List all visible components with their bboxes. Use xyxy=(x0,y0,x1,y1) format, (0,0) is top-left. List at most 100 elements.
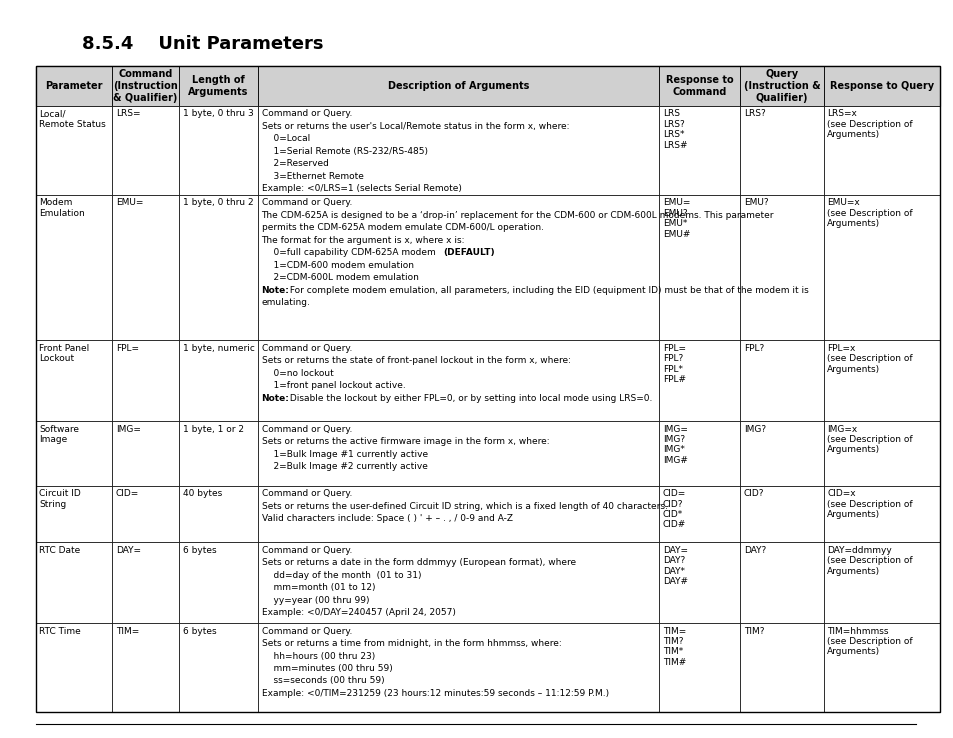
Bar xyxy=(112,542,179,623)
Bar xyxy=(179,542,257,623)
Text: DAY=
DAY?
DAY*
DAY#: DAY= DAY? DAY* DAY# xyxy=(662,546,687,586)
Text: RTC Time: RTC Time xyxy=(39,627,81,635)
Bar xyxy=(740,486,823,542)
Text: Response to Query: Response to Query xyxy=(829,81,933,91)
Bar xyxy=(659,421,740,486)
Bar xyxy=(36,486,112,542)
Text: ss=seconds (00 thru 59): ss=seconds (00 thru 59) xyxy=(261,677,384,686)
Text: Note:: Note: xyxy=(261,393,289,403)
Text: TIM=hhmmss
(see Description of
Arguments): TIM=hhmmss (see Description of Arguments… xyxy=(826,627,912,656)
Bar xyxy=(257,623,659,712)
Bar xyxy=(823,340,939,421)
Bar xyxy=(257,66,659,106)
Bar xyxy=(179,340,257,421)
Text: FPL=: FPL= xyxy=(115,344,138,353)
Bar xyxy=(257,421,659,486)
Bar xyxy=(740,542,823,623)
Text: Example: <0/DAY=240457 (April 24, 2057): Example: <0/DAY=240457 (April 24, 2057) xyxy=(261,608,455,617)
Bar xyxy=(740,623,823,712)
Text: permits the CDM-625A modem emulate CDM-600/L operation.: permits the CDM-625A modem emulate CDM-6… xyxy=(261,224,543,232)
Text: LRS
LRS?
LRS*
LRS#: LRS LRS? LRS* LRS# xyxy=(662,109,687,150)
Text: Note:: Note: xyxy=(261,286,289,294)
Bar xyxy=(179,195,257,340)
Text: TIM=: TIM= xyxy=(115,627,139,635)
Bar xyxy=(257,486,659,542)
Bar xyxy=(659,340,740,421)
Text: 1=CDM-600 modem emulation: 1=CDM-600 modem emulation xyxy=(261,261,413,269)
Text: Command or Query.: Command or Query. xyxy=(261,344,352,353)
Bar xyxy=(740,66,823,106)
Text: DAY?: DAY? xyxy=(743,546,765,555)
Bar xyxy=(257,340,659,421)
Text: mm=month (01 to 12): mm=month (01 to 12) xyxy=(261,583,375,592)
Bar xyxy=(179,106,257,195)
Text: IMG=: IMG= xyxy=(115,424,140,434)
Bar xyxy=(36,66,112,106)
Text: 1 byte, 1 or 2: 1 byte, 1 or 2 xyxy=(182,424,243,434)
Text: 0=no lockout: 0=no lockout xyxy=(261,369,333,378)
Text: Valid characters include: Space ( ) ' + – . , / 0-9 and A-Z: Valid characters include: Space ( ) ' + … xyxy=(261,514,512,523)
Bar xyxy=(179,486,257,542)
Bar xyxy=(112,340,179,421)
Bar xyxy=(36,195,112,340)
Bar xyxy=(112,106,179,195)
Bar xyxy=(112,421,179,486)
Text: Command
(Instruction
& Qualifier): Command (Instruction & Qualifier) xyxy=(113,69,178,103)
Text: EMU?: EMU? xyxy=(743,199,767,207)
Text: DAY=ddmmyy
(see Description of
Arguments): DAY=ddmmyy (see Description of Arguments… xyxy=(826,546,912,576)
Text: TIM?: TIM? xyxy=(743,627,763,635)
Text: Command or Query.: Command or Query. xyxy=(261,199,352,207)
Text: Disable the lockout by either FPL=0, or by setting into local mode using LRS=0.: Disable the lockout by either FPL=0, or … xyxy=(287,393,652,403)
Text: Command or Query.: Command or Query. xyxy=(261,546,352,555)
Text: FPL?: FPL? xyxy=(743,344,763,353)
Bar xyxy=(179,623,257,712)
Text: Length of
Arguments: Length of Arguments xyxy=(188,75,249,97)
Text: EMU=x
(see Description of
Arguments): EMU=x (see Description of Arguments) xyxy=(826,199,912,228)
Bar xyxy=(36,106,112,195)
Text: Modem
Emulation: Modem Emulation xyxy=(39,199,85,218)
Text: Software
Image: Software Image xyxy=(39,424,79,444)
Text: Example: <0/TIM=231259 (23 hours:12 minutes:59 seconds – 11:12:59 P.M.): Example: <0/TIM=231259 (23 hours:12 minu… xyxy=(261,689,608,698)
Bar xyxy=(740,195,823,340)
Text: Circuit ID
String: Circuit ID String xyxy=(39,489,81,508)
Text: 6 bytes: 6 bytes xyxy=(182,627,216,635)
Text: IMG=
IMG?
IMG*
IMG#: IMG= IMG? IMG* IMG# xyxy=(662,424,687,465)
Text: 2=Bulk Image #2 currently active: 2=Bulk Image #2 currently active xyxy=(261,462,427,471)
Text: For complete modem emulation, all parameters, including the EID (equipment ID) m: For complete modem emulation, all parame… xyxy=(287,286,808,294)
Text: TIM=
TIM?
TIM*
TIM#: TIM= TIM? TIM* TIM# xyxy=(662,627,685,667)
Text: 3=Ethernet Remote: 3=Ethernet Remote xyxy=(261,172,363,181)
Bar xyxy=(823,66,939,106)
Text: Sets or returns the state of front-panel lockout in the form x, where:: Sets or returns the state of front-panel… xyxy=(261,356,570,365)
Bar xyxy=(823,486,939,542)
Bar xyxy=(659,195,740,340)
Text: Sets or returns the user-defined Circuit ID string, which is a fixed length of 4: Sets or returns the user-defined Circuit… xyxy=(261,502,667,511)
Bar xyxy=(179,66,257,106)
Text: The CDM-625A is designed to be a ‘drop-in’ replacement for the CDM-600 or CDM-60: The CDM-625A is designed to be a ‘drop-i… xyxy=(261,211,773,220)
Text: 0=Local: 0=Local xyxy=(261,134,310,143)
Bar xyxy=(112,195,179,340)
Bar xyxy=(823,195,939,340)
Text: DAY=: DAY= xyxy=(115,546,140,555)
Text: Sets or returns the active firmware image in the form x, where:: Sets or returns the active firmware imag… xyxy=(261,437,549,446)
Text: 2=CDM-600L modem emulation: 2=CDM-600L modem emulation xyxy=(261,273,418,282)
Bar xyxy=(659,623,740,712)
Text: Response to
Command: Response to Command xyxy=(665,75,733,97)
Text: Command or Query.: Command or Query. xyxy=(261,424,352,434)
Text: IMG?: IMG? xyxy=(743,424,765,434)
Bar xyxy=(659,106,740,195)
Text: FPL=x
(see Description of
Arguments): FPL=x (see Description of Arguments) xyxy=(826,344,912,373)
Text: LRS=: LRS= xyxy=(115,109,140,119)
Bar xyxy=(823,542,939,623)
Text: mm=minutes (00 thru 59): mm=minutes (00 thru 59) xyxy=(261,664,392,673)
Text: (DEFAULT): (DEFAULT) xyxy=(443,248,495,258)
Text: FPL=
FPL?
FPL*
FPL#: FPL= FPL? FPL* FPL# xyxy=(662,344,685,384)
Text: CID?: CID? xyxy=(743,489,763,498)
Text: Command or Query.: Command or Query. xyxy=(261,109,352,119)
Bar xyxy=(823,421,939,486)
Bar xyxy=(659,542,740,623)
Text: RTC Date: RTC Date xyxy=(39,546,81,555)
Bar xyxy=(740,106,823,195)
Text: 1=front panel lockout active.: 1=front panel lockout active. xyxy=(261,382,405,390)
Text: 1=Serial Remote (RS-232/RS-485): 1=Serial Remote (RS-232/RS-485) xyxy=(261,147,427,156)
Text: 1 byte, numeric: 1 byte, numeric xyxy=(182,344,254,353)
